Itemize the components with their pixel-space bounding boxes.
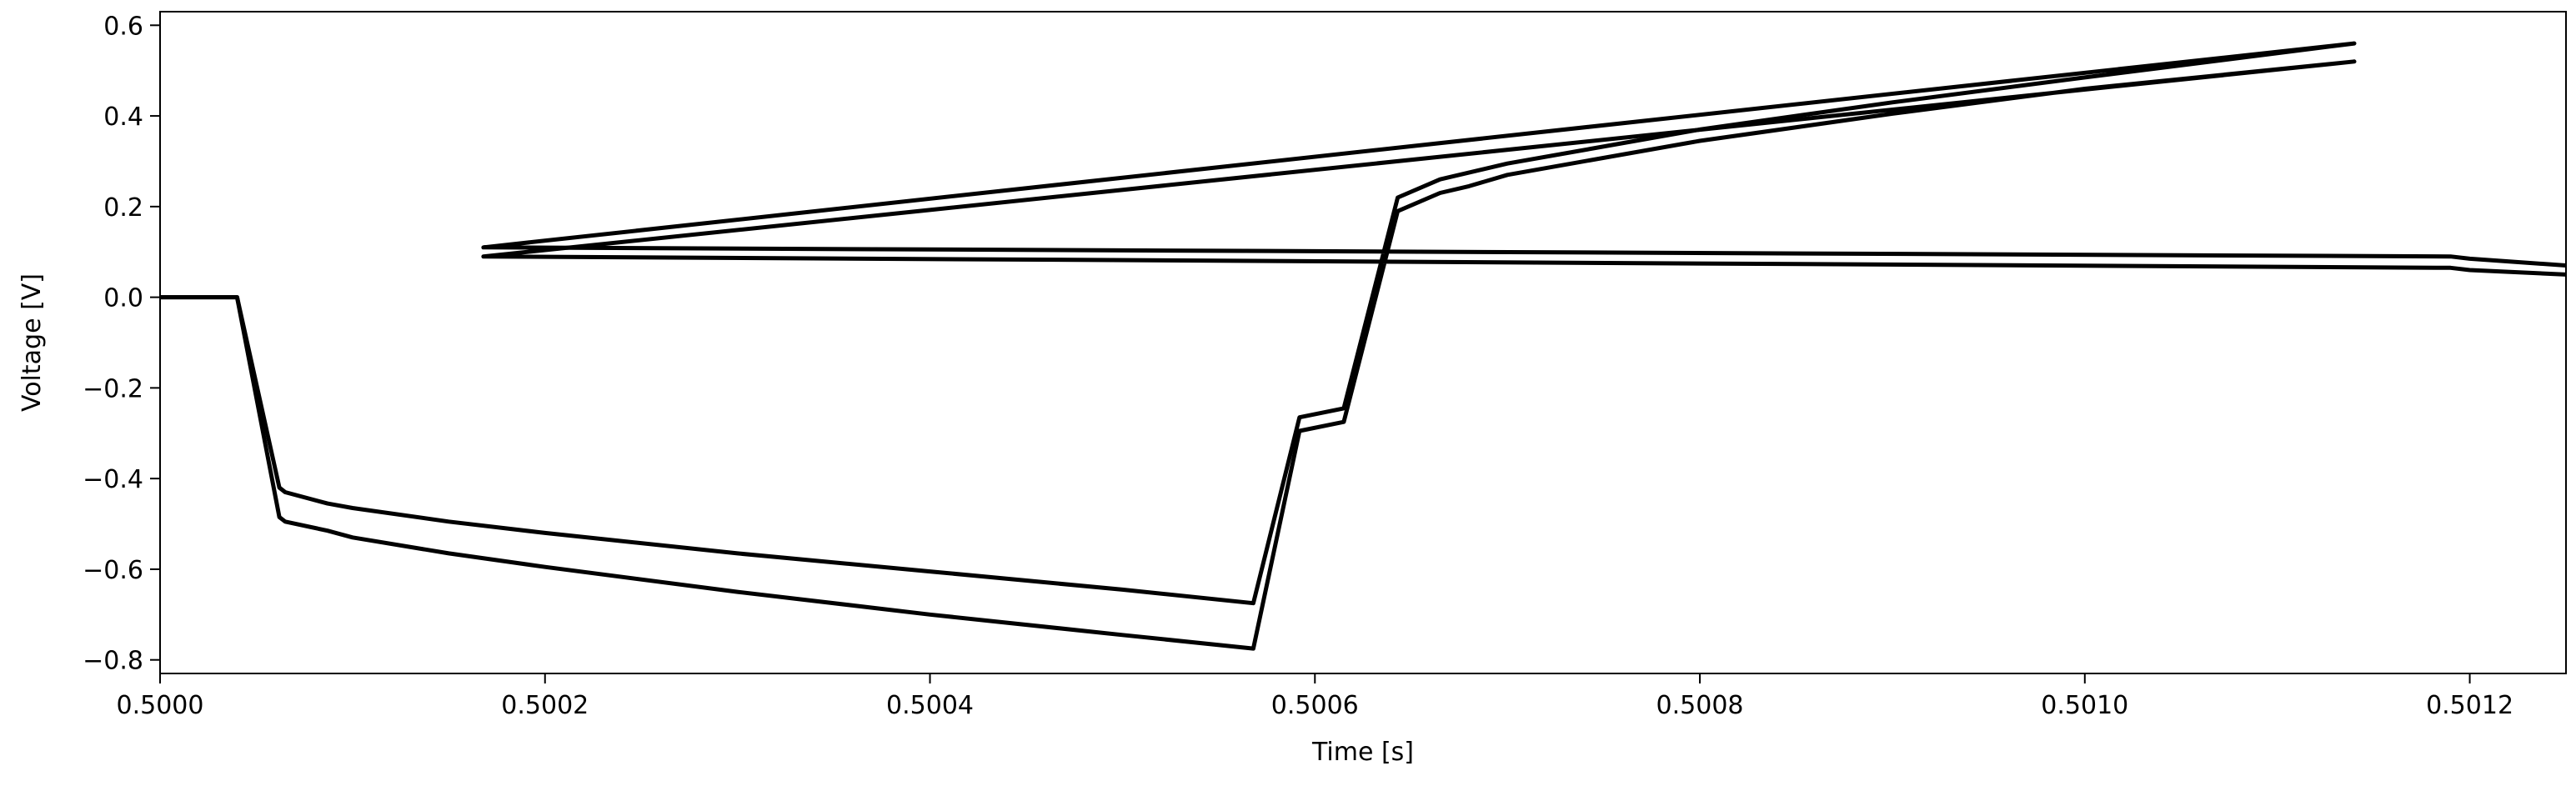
plot-frame [159,11,2567,674]
x-tick-label: 0.5004 [886,691,974,720]
x-tick-label: 0.5006 [1271,691,1359,720]
series-line-2 [160,59,2567,651]
y-tick-label: 0.6 [103,12,143,41]
y-axis-label: Voltage [V] [18,273,47,412]
y-tick-label: 0.4 [103,103,143,132]
x-tick-label: 0.5008 [1656,691,1744,720]
y-tick-label: 0.2 [103,193,143,223]
y-tick-label: 0.0 [103,284,143,313]
y-axis-ticks: −0.8 −0.6 −0.4 −0.2 0.0 0.2 0.4 0.6 [83,12,160,676]
y-tick-label: −0.4 [83,465,143,494]
x-tick-label: 0.5012 [2426,691,2513,720]
y-tick-label: −0.8 [83,647,143,676]
y-tick-label: −0.6 [83,556,143,585]
x-tick-label: 0.5010 [2041,691,2128,720]
series-line-1 [160,41,2567,606]
x-axis-label: Time [s] [1311,738,1414,767]
x-tick-label: 0.5000 [117,691,204,720]
y-tick-label: −0.2 [83,374,143,403]
x-tick-label: 0.5002 [501,691,589,720]
x-axis-ticks: 0.5000 0.5002 0.5004 0.5006 0.5008 0.5010 0.50… [117,673,2513,720]
plot-lines [160,41,2567,651]
